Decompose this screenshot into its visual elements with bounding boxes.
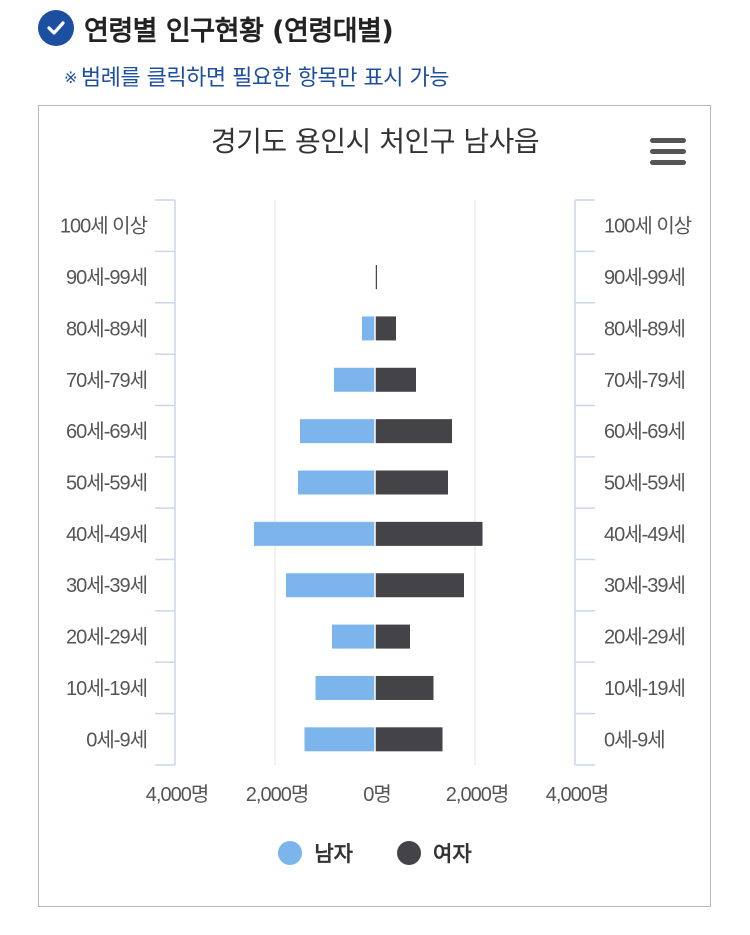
- category-label-right: 100세 이상: [604, 215, 692, 238]
- hamburger-icon-bar: [650, 138, 686, 143]
- category-label-left: 0세-9세: [86, 728, 147, 751]
- bar-male: [315, 675, 375, 700]
- bar-male: [362, 316, 375, 341]
- chart-legend: 남자 여자: [0, 838, 750, 868]
- category-label-left: 90세-99세: [66, 266, 147, 289]
- category-label-right: 50세-59세: [604, 472, 685, 495]
- bar-male: [332, 624, 375, 649]
- hamburger-icon-bar: [650, 149, 686, 154]
- bar-female: [375, 367, 416, 392]
- category-label-right: 0세-9세: [604, 728, 665, 751]
- category-label-left: 10세-19세: [66, 677, 147, 700]
- bar-female: [375, 419, 452, 444]
- bar-male: [254, 521, 375, 546]
- category-label-left: 100세 이상: [60, 215, 148, 238]
- legend-hint: ※ 범례를 클릭하면 필요한 항목만 표시 가능: [64, 60, 449, 92]
- category-label-right: 60세-69세: [604, 420, 685, 443]
- category-label-right: 30세-39세: [604, 574, 685, 597]
- bar-female: [375, 316, 396, 341]
- category-label-left: 40세-49세: [66, 523, 147, 546]
- legend-item-male[interactable]: 남자: [278, 838, 353, 868]
- category-label-right: 80세-89세: [604, 317, 685, 340]
- x-tick-label: 2,000명: [446, 783, 508, 806]
- bar-female: [375, 727, 443, 752]
- category-label-right: 40세-49세: [604, 523, 685, 546]
- legend-label-female: 여자: [433, 842, 472, 866]
- bar-female: [375, 624, 410, 649]
- bar-male: [286, 573, 375, 598]
- check-circle-icon: [38, 10, 74, 46]
- legend-marker-female: [397, 841, 421, 865]
- x-tick-label: 2,000명: [246, 783, 308, 806]
- bar-male: [304, 727, 375, 752]
- category-label-left: 80세-89세: [66, 317, 147, 340]
- legend-label-male: 남자: [314, 842, 353, 866]
- bar-female: [375, 521, 483, 546]
- bar-male: [334, 367, 375, 392]
- bar-female: [375, 675, 434, 700]
- bar-male: [300, 419, 375, 444]
- bar-male: [298, 470, 375, 495]
- category-label-right: 20세-29세: [604, 626, 685, 649]
- legend-hint-text: 범례를 클릭하면 필요한 항목만 표시 가능: [80, 66, 450, 91]
- chart-menu-button[interactable]: [650, 138, 688, 168]
- category-label-right: 10세-19세: [604, 677, 685, 700]
- chart-title: 경기도 용인시 처인구 남사읍: [210, 125, 540, 158]
- category-label-right: 90세-99세: [604, 266, 685, 289]
- legend-marker-male: [278, 841, 303, 865]
- category-label-left: 70세-79세: [66, 369, 147, 392]
- legend-item-female[interactable]: 여자: [397, 838, 472, 868]
- bar-female: [375, 470, 448, 495]
- section-title: 연령별 인구현황 (연령대별): [84, 15, 394, 47]
- x-tick-label: 0명: [363, 783, 391, 806]
- category-label-right: 70세-79세: [604, 369, 685, 392]
- bar-female: [375, 573, 464, 598]
- bar-female: [375, 265, 377, 290]
- category-label-left: 50세-59세: [66, 472, 147, 495]
- category-label-left: 30세-39세: [66, 574, 147, 597]
- category-label-left: 60세-69세: [66, 420, 147, 443]
- x-tick-label: 4,000명: [546, 783, 608, 806]
- section-header: 연령별 인구현황 (연령대별): [38, 8, 394, 48]
- hamburger-icon-bar: [650, 160, 686, 165]
- x-tick-label: 4,000명: [146, 783, 208, 806]
- reference-mark: ※: [64, 68, 77, 87]
- category-label-left: 20세-29세: [66, 626, 147, 649]
